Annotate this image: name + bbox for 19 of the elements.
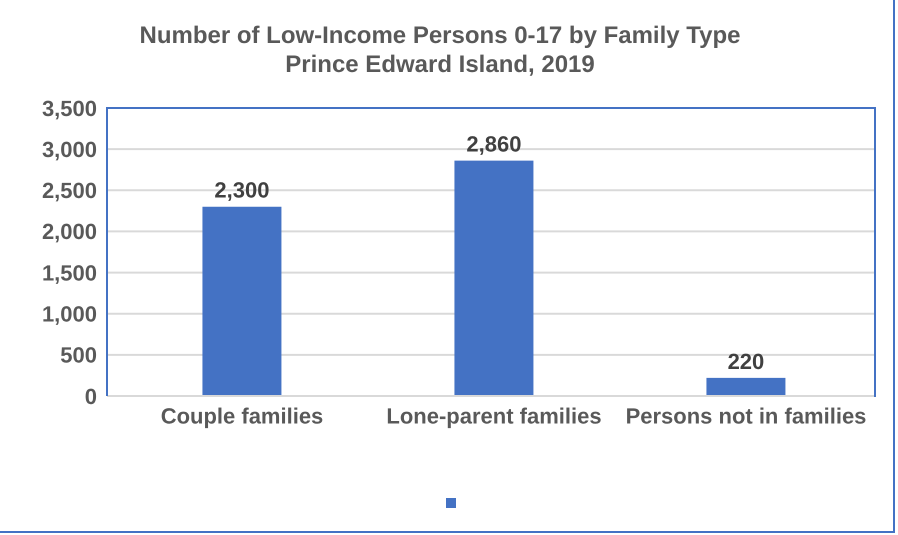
data-label: 2,300 (214, 178, 270, 203)
y-tick-label: 1,500 (42, 260, 97, 286)
bar (454, 160, 534, 396)
y-tick-label: 0 (84, 384, 97, 409)
data-label: 2,860 (466, 132, 522, 157)
y-tick-label: 1,000 (42, 302, 97, 327)
y-tick-label: 2,000 (42, 219, 97, 244)
chart-subtitle: Prince Edward Island, 2019 (284, 50, 596, 79)
y-tick-label: 3,000 (42, 136, 97, 162)
y-tick-label: 2,500 (42, 178, 97, 204)
x-tick-label: Lone-parent families (386, 404, 602, 429)
x-tick-label: Persons not in families (626, 404, 866, 429)
bar (202, 206, 282, 396)
chart-title: Number of Low-Income Persons 0-17 by Family Type (138, 21, 742, 50)
bar (706, 378, 786, 396)
y-tick-label: 3,500 (42, 96, 97, 121)
data-label: 220 (728, 348, 764, 374)
y-tick-label: 500 (60, 342, 97, 368)
x-tick-label: Couple families (160, 404, 324, 429)
